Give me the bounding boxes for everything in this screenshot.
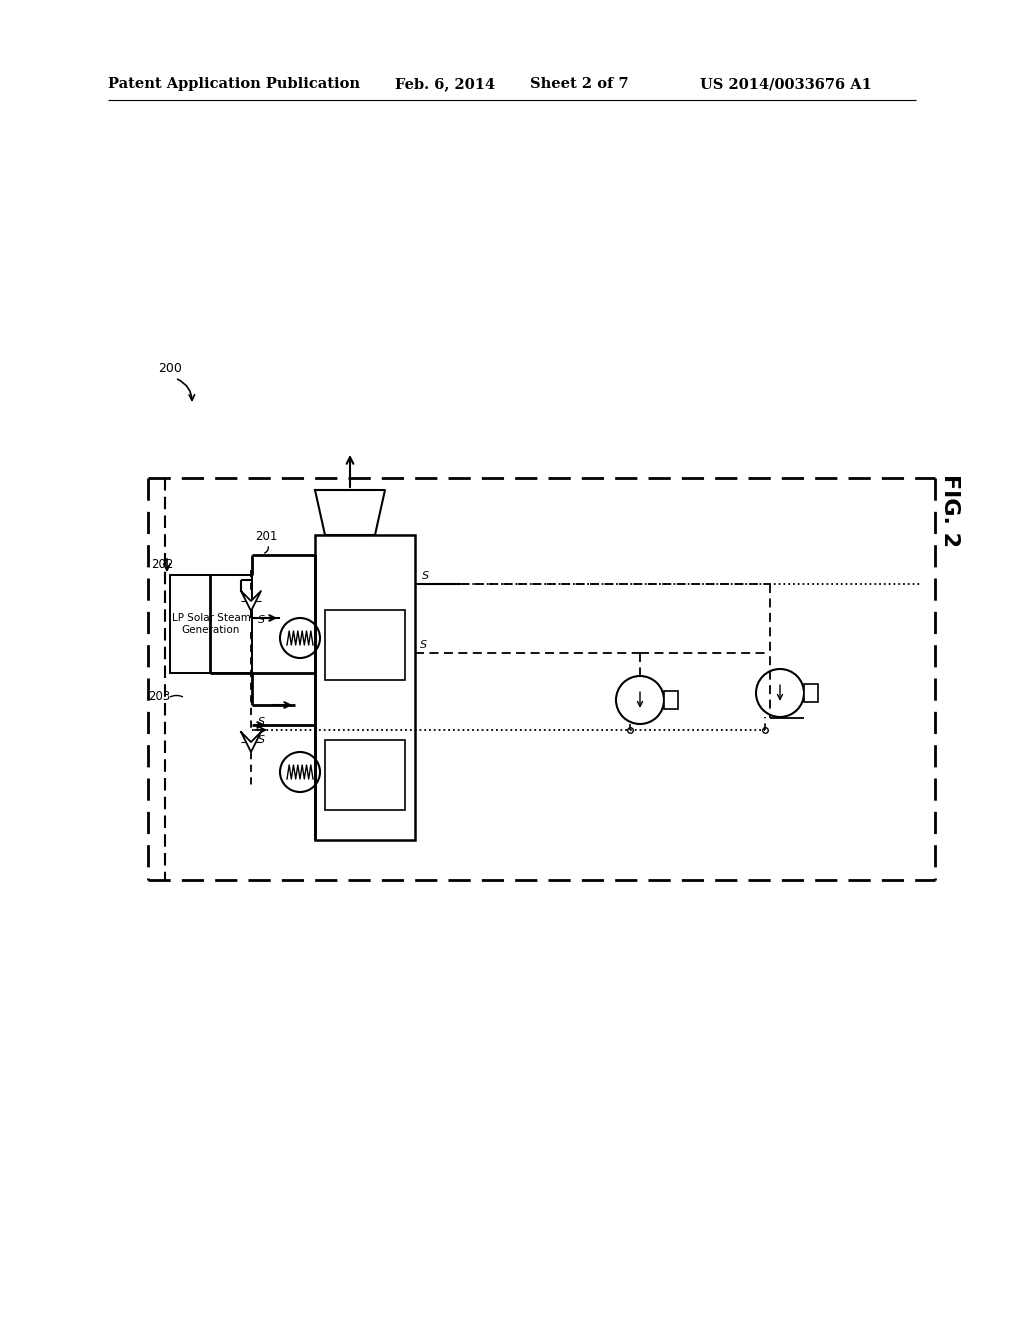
Text: LP Solar Steam
Generation: LP Solar Steam Generation [172,614,251,635]
Bar [325,741,406,810]
Text: FIG. 2: FIG. 2 [940,474,961,546]
Bar [325,610,406,680]
Text: S: S [420,640,427,649]
Text: S: S [258,735,265,744]
Text: 201: 201 [255,531,278,543]
Text: Sheet 2 of 7: Sheet 2 of 7 [530,77,629,91]
Text: Patent Application Publication: Patent Application Publication [108,77,360,91]
FancyArrowPatch shape [177,379,195,400]
Text: S: S [258,615,265,624]
Text: 202: 202 [151,557,173,570]
Bar [804,684,818,702]
Bar [664,690,678,709]
Polygon shape [241,733,261,752]
Bar [170,576,252,673]
Polygon shape [241,591,261,611]
Text: US 2014/0033676 A1: US 2014/0033676 A1 [700,77,871,91]
Text: Feb. 6, 2014: Feb. 6, 2014 [395,77,496,91]
Text: 203: 203 [148,690,170,704]
Text: S: S [422,572,429,581]
Text: 200: 200 [158,362,182,375]
FancyArrowPatch shape [264,546,268,553]
Bar [315,535,415,840]
Polygon shape [315,490,385,535]
Text: S: S [258,717,265,727]
